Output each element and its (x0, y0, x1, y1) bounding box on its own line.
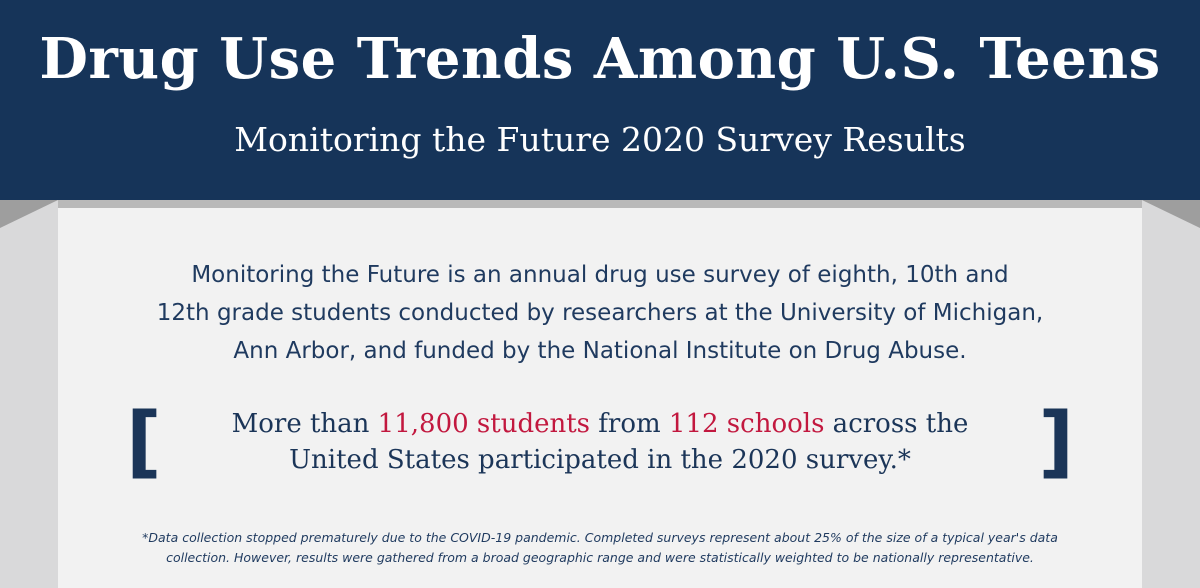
content-card: Monitoring the Future is an annual drug … (58, 208, 1142, 588)
page-title: Drug Use Trends Among U.S. Teens (39, 26, 1161, 92)
left-ribbon-fold (0, 200, 58, 228)
footnote: *Data collection stopped prematurely due… (58, 528, 1142, 568)
page-subtitle: Monitoring the Future 2020 Survey Result… (234, 120, 966, 159)
header-banner: Drug Use Trends Among U.S. Teens Monitor… (0, 0, 1200, 200)
left-bracket: [ (126, 397, 162, 487)
callout-text: from (590, 409, 669, 439)
intro-paragraph: Monitoring the Future is an annual drug … (58, 256, 1142, 370)
callout-text: across the (824, 409, 969, 439)
footnote-line: *Data collection stopped prematurely due… (142, 530, 1058, 545)
right-ribbon-fold (1142, 200, 1200, 228)
callout-line: United States participated in the 2020 s… (289, 445, 911, 475)
students-count: 11,800 students (377, 409, 591, 439)
intro-line: Monitoring the Future is an annual drug … (191, 262, 1009, 288)
card-top-shadow (58, 200, 1142, 208)
participation-callout: More than 11,800 students from 112 schoo… (58, 406, 1142, 478)
schools-count: 112 schools (668, 409, 825, 439)
right-bracket: ] (1038, 397, 1074, 487)
footnote-line: collection. However, results were gather… (166, 550, 1034, 565)
callout-text: More than (231, 409, 378, 439)
intro-line: 12th grade students conducted by researc… (156, 300, 1044, 326)
intro-line: Ann Arbor, and funded by the National In… (233, 338, 967, 364)
